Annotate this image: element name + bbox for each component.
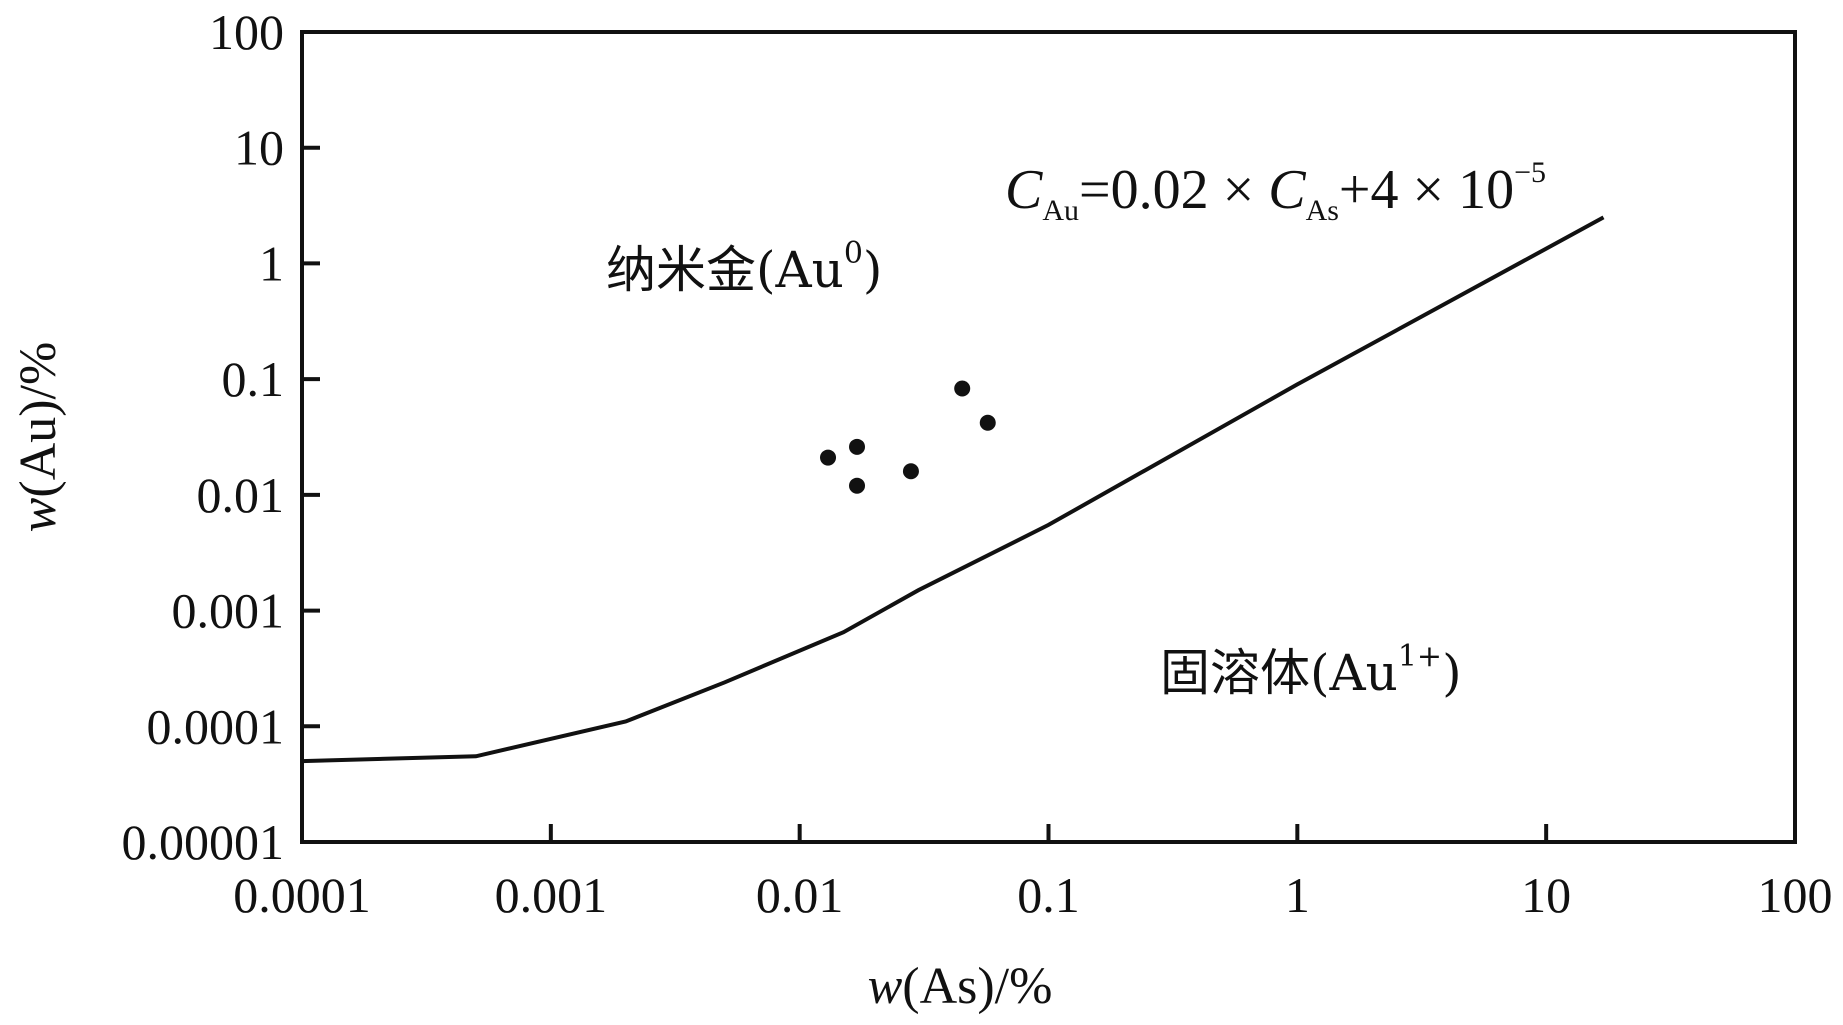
x-tick-label: 0.01 [756, 867, 844, 923]
x-axis-label: w(As)/% [868, 958, 1053, 1015]
y-tick-labels: 0.00001 0.0001 0.001 0.01 0.1 1 10 100 [122, 4, 285, 870]
y-tick-label: 0.00001 [122, 814, 285, 870]
plot-frame [300, 30, 1797, 844]
x-tick-label: 10 [1521, 867, 1571, 923]
x-tick-labels: 0.0001 0.001 0.01 0.1 1 10 100 [233, 867, 1832, 923]
x-tick-label: 0.0001 [233, 867, 371, 923]
y-axis-label: w(Au)/% [10, 342, 67, 533]
x-tick-label: 1 [1285, 867, 1310, 923]
y-tick-label: 0.001 [172, 583, 285, 639]
y-tick-label: 100 [209, 4, 284, 60]
x-tick-label: 0.1 [1017, 867, 1080, 923]
data-points [820, 380, 996, 494]
data-point [979, 414, 996, 431]
data-point [849, 477, 866, 494]
x-ticks [548, 824, 1549, 842]
y-tick-label: 0.01 [197, 467, 285, 523]
y-ticks [302, 145, 320, 729]
boundary-line [301, 215, 1605, 764]
region-label-nano-gold: 纳米金(Au0) [606, 236, 882, 299]
y-tick-label: 1 [259, 235, 284, 291]
data-point [849, 438, 866, 455]
y-tick-label: 0.0001 [147, 698, 285, 754]
y-tick-label: 0.1 [222, 351, 285, 407]
equation-annotation: CAu=0.02 × CAs+4 × 10−5 [1005, 156, 1546, 227]
y-tick-label: 10 [234, 120, 284, 176]
x-tick-label: 0.001 [495, 867, 608, 923]
data-point [902, 463, 919, 480]
data-point [954, 380, 971, 397]
data-point [820, 449, 837, 466]
region-label-solid-solution: 固溶体(Au1+) [1160, 639, 1462, 702]
x-tick-label: 100 [1758, 867, 1833, 923]
